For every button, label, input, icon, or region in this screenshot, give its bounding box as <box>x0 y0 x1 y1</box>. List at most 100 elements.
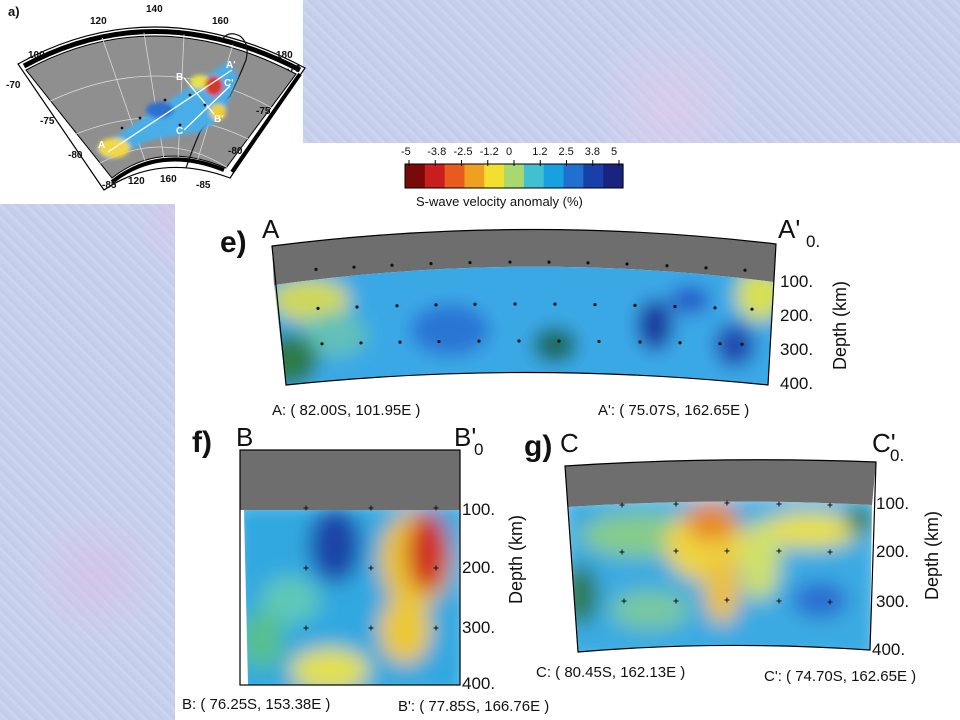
section-g <box>564 459 877 653</box>
grid-point-marker <box>352 265 356 269</box>
grid-point-marker <box>368 505 374 511</box>
grid-point-marker <box>434 303 438 307</box>
colorbar-tick-label: -5 <box>401 146 411 158</box>
section-e-depth-tick: 100. <box>780 272 814 291</box>
grid-point-marker <box>398 340 402 344</box>
grid-point-marker <box>673 548 679 554</box>
section-e-depth-axis-title: Depth (km) <box>830 280 850 370</box>
grid-point-marker <box>633 303 637 308</box>
grid-point-marker <box>704 266 708 270</box>
colorbar-swatch <box>583 164 604 188</box>
colorbar-tick-label: 3.8 <box>584 146 601 158</box>
map-lat-label: -80 <box>68 150 83 161</box>
section-e-depth-tick: 400. <box>780 374 814 393</box>
section-e-letter: e) <box>220 226 247 259</box>
section-g-crust <box>565 459 876 507</box>
section-e-frame <box>271 228 777 386</box>
map-profile-label: C <box>176 126 184 137</box>
grid-point-marker <box>508 260 512 264</box>
map-lon-label: 160 <box>160 174 177 185</box>
grid-point-marker <box>724 597 730 603</box>
section-e-start-coord: A: ( 82.00S, 101.95E ) <box>272 402 421 419</box>
section-f-depth-tick: 400. <box>462 674 496 693</box>
grid-point-marker <box>303 565 309 571</box>
colorbar-tick-label: 1.2 <box>532 146 548 158</box>
map-lon-label: 160 <box>212 16 229 27</box>
grid-point-marker <box>827 549 833 555</box>
section-g-depth-tick: 200. <box>876 542 910 561</box>
section-g-start-label: C <box>560 428 579 458</box>
grid-point-marker <box>473 302 477 306</box>
map-station-markers <box>120 93 207 130</box>
section-e-depth-tick: 0. <box>806 232 821 251</box>
grid-point-marker <box>743 268 747 272</box>
grid-point-marker <box>718 342 722 346</box>
section-f-grid-points <box>303 505 439 631</box>
grid-point-marker <box>776 598 782 604</box>
map-lat-label: -70 <box>286 64 301 75</box>
section-e-depth-tick: 200. <box>780 306 814 325</box>
map-lon-label: 140 <box>146 4 163 15</box>
map-lon-label: 120 <box>128 176 145 187</box>
colorbar-tick-label: 2.5 <box>558 146 574 158</box>
grid-point-marker <box>724 548 730 554</box>
section-g-grid-points <box>619 500 833 605</box>
grid-point-marker <box>678 341 682 345</box>
grid-point-marker <box>316 306 320 310</box>
colorbar-swatch <box>563 164 584 188</box>
grid-point-marker <box>625 262 629 266</box>
grid-point-marker <box>433 625 439 631</box>
map-profile-label: A' <box>226 60 236 71</box>
map-lat-label: -70 <box>6 80 21 91</box>
grid-point-marker <box>553 302 557 306</box>
section-f-crust <box>240 450 460 510</box>
grid-point-marker <box>359 341 363 345</box>
grid-point-marker <box>673 501 679 507</box>
grid-point-marker <box>433 505 439 511</box>
map-bottom-border <box>110 157 225 184</box>
section-e-anomaly-field <box>274 266 774 385</box>
section-e-start-label: A <box>262 214 280 244</box>
grid-point-marker <box>776 548 782 554</box>
grid-point-marker <box>314 267 318 271</box>
section-f <box>239 449 461 686</box>
map-profile-label: C' <box>224 78 234 89</box>
grid-point-marker <box>713 306 717 310</box>
grid-point-marker <box>395 304 399 308</box>
colorbar-swatch <box>424 164 446 188</box>
grid-point-marker <box>429 262 433 266</box>
polar-map <box>17 26 306 191</box>
map-lat-label: -85 <box>102 180 117 191</box>
colorbar-tick-label: 5 <box>611 146 618 158</box>
map-lon-label: 100 <box>28 50 45 61</box>
map-lat-label: -75 <box>256 106 271 117</box>
section-f-depth-tick: 300. <box>462 618 496 637</box>
colorbar-swatch <box>543 164 565 188</box>
section-f-frame <box>239 449 461 686</box>
section-f-start-coord: B: ( 76.25S, 153.38E ) <box>182 696 331 713</box>
map-top-border <box>22 29 302 73</box>
map-profile-lines <box>107 69 233 153</box>
section-f-letter: f) <box>192 426 212 459</box>
section-e-crust <box>272 229 776 285</box>
map-lat-label: -80 <box>228 146 243 157</box>
grid-point-marker <box>390 263 394 267</box>
grid-point-marker <box>586 261 590 265</box>
section-g-letter: g) <box>524 430 553 463</box>
section-e-end-coord: A': ( 75.07S, 162.65E ) <box>598 402 750 419</box>
grid-point-marker <box>619 502 625 508</box>
grid-point-marker <box>433 565 439 571</box>
grid-point-marker <box>303 505 309 511</box>
section-e-grid-points <box>314 260 754 346</box>
grid-point-marker <box>827 599 833 605</box>
grid-point-marker <box>724 500 730 506</box>
grid-point-marker <box>368 625 374 631</box>
section-e-end-label: A' <box>778 214 801 244</box>
section-f-end-label: B' <box>454 422 477 452</box>
grid-point-marker <box>638 340 642 344</box>
section-f-depth-tick: 100. <box>462 500 496 519</box>
grid-point-marker <box>665 264 669 268</box>
grid-point-marker <box>557 339 561 343</box>
section-g-anomaly-field <box>568 501 872 652</box>
